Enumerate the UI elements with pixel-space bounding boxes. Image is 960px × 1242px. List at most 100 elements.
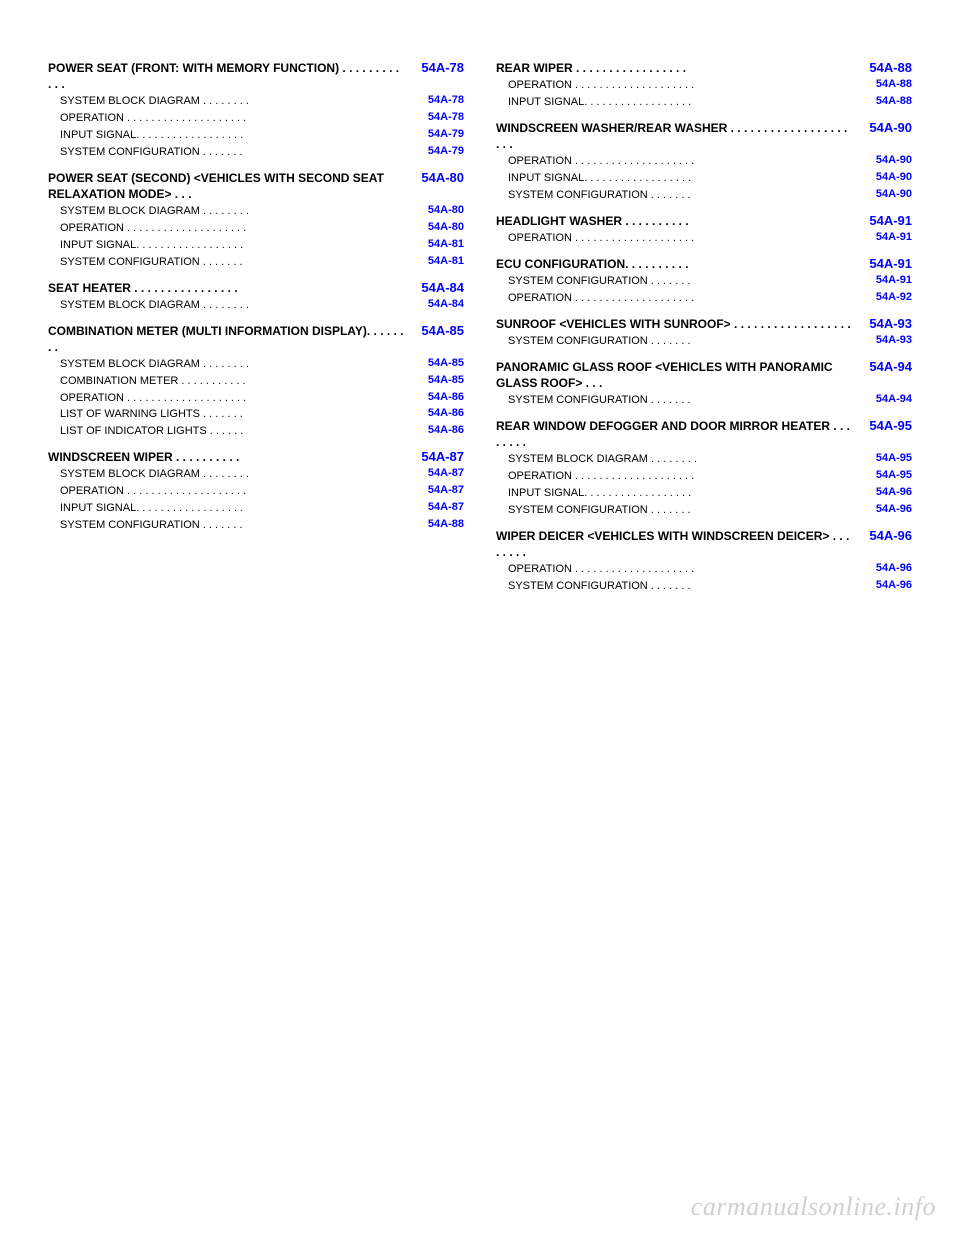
toc-page-link[interactable]: 54A-95 [856,418,912,433]
toc-entry-text: SEAT HEATER . . . . . . . . . . . . . . … [48,280,408,296]
toc-page-link[interactable]: 54A-96 [856,528,912,543]
toc-section-heading: REAR WINDOW DEFOGGER AND DOOR MIRROR HEA… [496,418,912,450]
toc-spacer [48,441,464,449]
toc-page-link[interactable]: 54A-90 [856,120,912,135]
toc-page-link[interactable]: 54A-90 [856,171,912,183]
toc-page-link[interactable]: 54A-85 [408,357,464,369]
toc-section-heading: ECU CONFIGURATION. . . . . . . . . .54A-… [496,256,912,272]
toc-spacer [496,248,912,256]
toc-page-link[interactable]: 54A-85 [408,323,464,338]
toc-entry-text: SYSTEM CONFIGURATION . . . . . . . [508,188,856,203]
toc-entry-text: SYSTEM BLOCK DIAGRAM . . . . . . . . [60,94,408,109]
toc-page-link[interactable]: 54A-81 [408,255,464,267]
toc-page-link[interactable]: 54A-88 [856,95,912,107]
toc-entry: SYSTEM CONFIGURATION . . . . . . .54A-79 [48,145,464,160]
toc-page-link[interactable]: 54A-90 [856,188,912,200]
toc-entry-text: WINDSCREEN WIPER . . . . . . . . . . [48,449,408,465]
toc-right-column: REAR WIPER . . . . . . . . . . . . . . .… [496,60,912,596]
toc-page-link[interactable]: 54A-91 [856,213,912,228]
toc-page-link[interactable]: 54A-94 [856,393,912,405]
toc-section-heading: WIPER DEICER <VEHICLES WITH WINDSCREEN D… [496,528,912,560]
toc-page-link[interactable]: 54A-95 [856,469,912,481]
toc-page-link[interactable]: 54A-96 [856,579,912,591]
toc-page-link[interactable]: 54A-85 [408,374,464,386]
toc-entry: LIST OF INDICATOR LIGHTS . . . . . .54A-… [48,424,464,439]
toc-page-link[interactable]: 54A-78 [408,111,464,123]
toc-entry: INPUT SIGNAL. . . . . . . . . . . . . . … [496,486,912,501]
toc-entry: SYSTEM BLOCK DIAGRAM . . . . . . . .54A-… [48,204,464,219]
toc-entry-text: SYSTEM BLOCK DIAGRAM . . . . . . . . [60,357,408,372]
toc-left-column: POWER SEAT (FRONT: WITH MEMORY FUNCTION)… [48,60,464,596]
toc-section-heading: SUNROOF <VEHICLES WITH SUNROOF> . . . . … [496,316,912,332]
toc-entry-text: REAR WINDOW DEFOGGER AND DOOR MIRROR HEA… [496,418,856,450]
toc-entry-text: OPERATION . . . . . . . . . . . . . . . … [60,111,408,126]
toc-page-link[interactable]: 54A-78 [408,94,464,106]
toc-page-link[interactable]: 54A-84 [408,298,464,310]
toc-spacer [48,315,464,323]
toc-entry: OPERATION . . . . . . . . . . . . . . . … [48,221,464,236]
toc-page-link[interactable]: 54A-91 [856,256,912,271]
toc-entry: SYSTEM CONFIGURATION . . . . . . .54A-94 [496,393,912,408]
toc-section-heading: HEADLIGHT WASHER . . . . . . . . . .54A-… [496,213,912,229]
toc-section-heading: POWER SEAT (SECOND) <VEHICLES WITH SECON… [48,170,464,202]
toc-page-link[interactable]: 54A-86 [408,391,464,403]
toc-entry: INPUT SIGNAL. . . . . . . . . . . . . . … [496,95,912,110]
toc-page-link[interactable]: 54A-96 [856,486,912,498]
toc-entry-text: SYSTEM CONFIGURATION . . . . . . . [508,503,856,518]
toc-page-link[interactable]: 54A-87 [408,484,464,496]
toc-page-link[interactable]: 54A-86 [408,407,464,419]
toc-page-link[interactable]: 54A-80 [408,204,464,216]
toc-page-link[interactable]: 54A-87 [408,467,464,479]
toc-page-link[interactable]: 54A-95 [856,452,912,464]
toc-page-link[interactable]: 54A-86 [408,424,464,436]
toc-entry-text: INPUT SIGNAL. . . . . . . . . . . . . . … [508,95,856,110]
toc-entry-text: OPERATION . . . . . . . . . . . . . . . … [508,154,856,169]
toc-entry-text: SYSTEM BLOCK DIAGRAM . . . . . . . . [60,204,408,219]
toc-page-link[interactable]: 54A-79 [408,145,464,157]
toc-entry-text: OPERATION . . . . . . . . . . . . . . . … [508,469,856,484]
toc-entry-text: OPERATION . . . . . . . . . . . . . . . … [508,291,856,306]
toc-section-heading: COMBINATION METER (MULTI INFORMATION DIS… [48,323,464,355]
toc-entry: SYSTEM CONFIGURATION . . . . . . .54A-88 [48,518,464,533]
toc-page-link[interactable]: 54A-81 [408,238,464,250]
toc-entry-text: SYSTEM CONFIGURATION . . . . . . . [60,518,408,533]
toc-page-link[interactable]: 54A-94 [856,359,912,374]
toc-entry-text: ECU CONFIGURATION. . . . . . . . . . [496,256,856,272]
toc-entry-text: OPERATION . . . . . . . . . . . . . . . … [508,231,856,246]
toc-page-link[interactable]: 54A-91 [856,231,912,243]
toc-entry: INPUT SIGNAL. . . . . . . . . . . . . . … [48,501,464,516]
toc-page-link[interactable]: 54A-92 [856,291,912,303]
toc-page-link[interactable]: 54A-87 [408,501,464,513]
toc-entry: COMBINATION METER . . . . . . . . . . .5… [48,374,464,389]
toc-page-link[interactable]: 54A-91 [856,274,912,286]
toc-entry-text: COMBINATION METER . . . . . . . . . . . [60,374,408,389]
toc-page-link[interactable]: 54A-96 [856,562,912,574]
toc-page-link[interactable]: 54A-80 [408,221,464,233]
toc-page-link[interactable]: 54A-87 [408,449,464,464]
toc-entry-text: SYSTEM CONFIGURATION . . . . . . . [508,274,856,289]
toc-page-link[interactable]: 54A-90 [856,154,912,166]
toc-entry-text: OPERATION . . . . . . . . . . . . . . . … [60,221,408,236]
toc-entry-text: WINDSCREEN WASHER/REAR WASHER . . . . . … [496,120,856,152]
toc-page-link[interactable]: 54A-93 [856,316,912,331]
toc-entry-text: SYSTEM CONFIGURATION . . . . . . . [60,145,408,160]
toc-section-heading: POWER SEAT (FRONT: WITH MEMORY FUNCTION)… [48,60,464,92]
toc-page-link[interactable]: 54A-88 [856,78,912,90]
toc-page-link[interactable]: 54A-78 [408,60,464,75]
toc-entry: OPERATION . . . . . . . . . . . . . . . … [48,391,464,406]
toc-page-link[interactable]: 54A-93 [856,334,912,346]
toc-entry: OPERATION . . . . . . . . . . . . . . . … [496,231,912,246]
toc-page-link[interactable]: 54A-80 [408,170,464,185]
toc-section-heading: REAR WIPER . . . . . . . . . . . . . . .… [496,60,912,76]
toc-entry-text: SYSTEM CONFIGURATION . . . . . . . [508,579,856,594]
toc-page-link[interactable]: 54A-88 [408,518,464,530]
toc-spacer [496,520,912,528]
toc-entry-text: SUNROOF <VEHICLES WITH SUNROOF> . . . . … [496,316,856,332]
toc-page-link[interactable]: 54A-79 [408,128,464,140]
toc-page-link[interactable]: 54A-96 [856,503,912,515]
toc-entry-text: LIST OF INDICATOR LIGHTS . . . . . . [60,424,408,439]
toc-page-link[interactable]: 54A-88 [856,60,912,75]
toc-page-link[interactable]: 54A-84 [408,280,464,295]
toc-entry-text: OPERATION . . . . . . . . . . . . . . . … [508,78,856,93]
toc-entry: OPERATION . . . . . . . . . . . . . . . … [496,78,912,93]
